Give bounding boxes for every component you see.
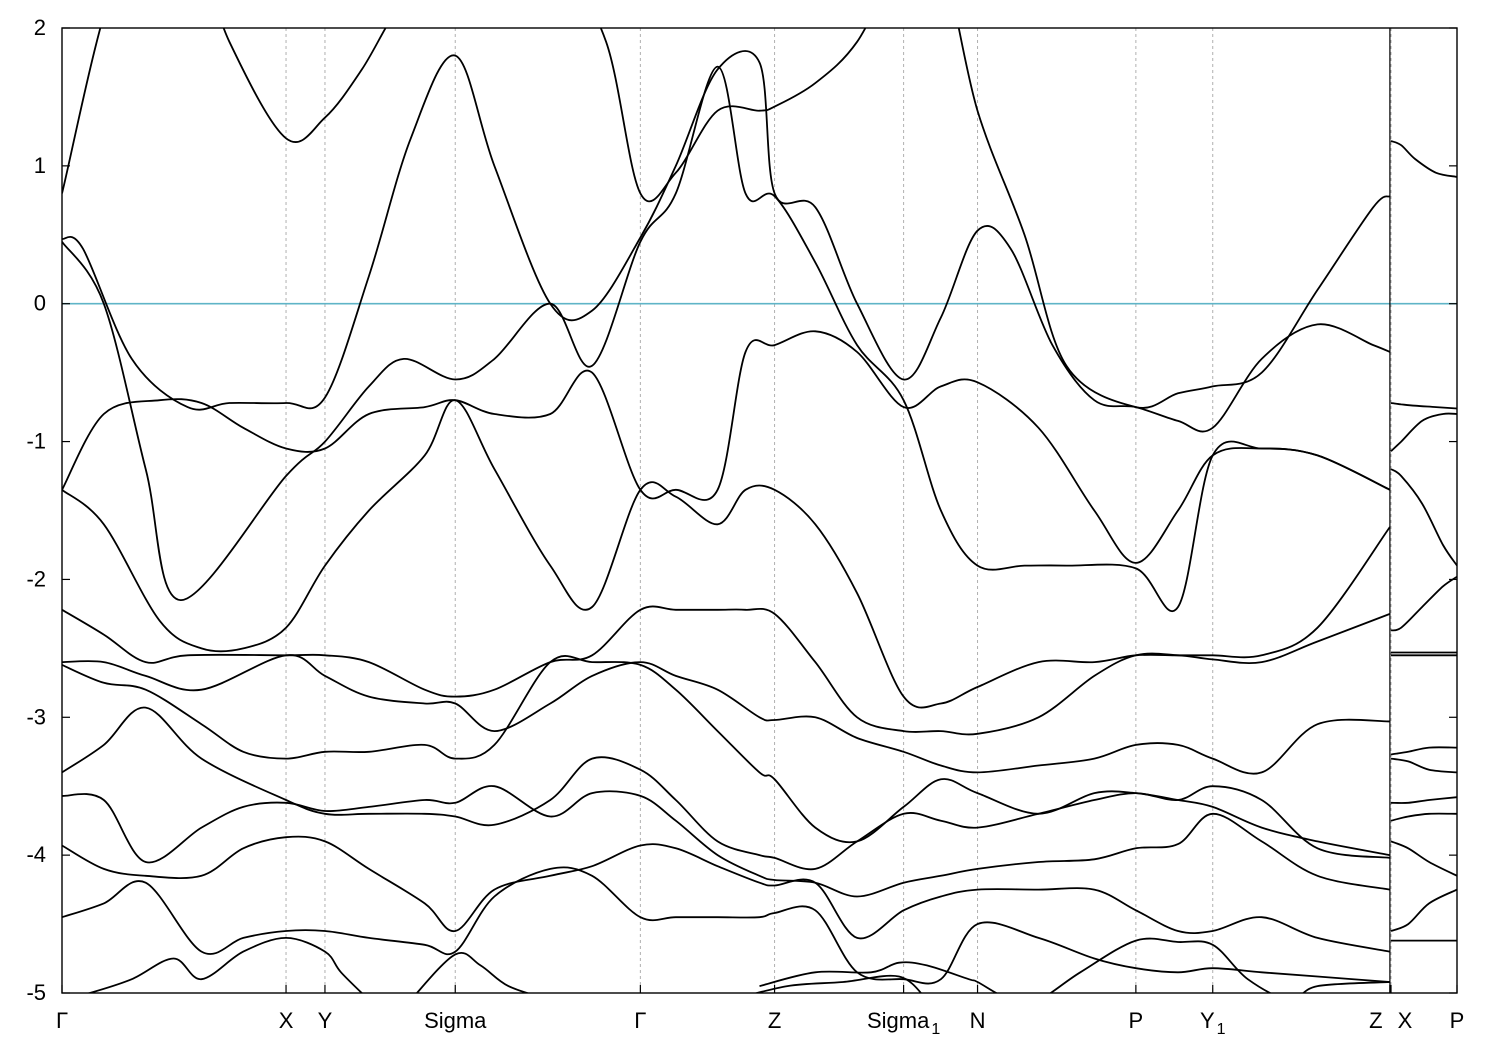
kpoint-label: X	[1398, 1008, 1413, 1033]
plot-frame	[61, 27, 1458, 994]
y-tick-label: 1	[34, 153, 46, 178]
band-line	[62, 654, 1390, 775]
band-line	[62, 65, 1391, 612]
band-line	[86, 937, 364, 993]
kpoint-label: P	[1129, 1008, 1144, 1033]
band-line	[753, 974, 923, 993]
x-axis-kpoints: Γ X Y Sigma Γ Z Sigma 1 N P Y 1 Z X P	[56, 985, 1464, 1038]
band-line	[1390, 746, 1457, 756]
kpoint-label: Z	[768, 1008, 781, 1033]
plot-border	[61, 27, 1458, 994]
band-line	[1390, 402, 1457, 410]
band-line	[1390, 468, 1457, 567]
band-line	[62, 866, 1390, 985]
y-tick-label: 2	[34, 15, 46, 40]
band-line	[1390, 840, 1457, 877]
y-tick-label: -4	[26, 842, 46, 867]
band-line	[62, 330, 1391, 564]
band-line	[1390, 575, 1457, 632]
band-line	[62, 605, 1391, 736]
kpoint-label: Γ	[56, 1008, 68, 1033]
kpoint-label: N	[970, 1008, 986, 1033]
band-line	[62, 50, 1391, 433]
y-tick-label: 0	[34, 291, 46, 316]
kpoint-label: P	[1450, 1008, 1465, 1033]
y-axis-ticks: 2 1 0 -1 -2 -3 -4 -5	[26, 15, 1457, 1005]
y-tick-label: -1	[26, 429, 46, 454]
band-line	[1390, 888, 1457, 932]
y-tick-label: -3	[26, 704, 46, 729]
band-line	[415, 952, 530, 993]
band-line	[62, 706, 1391, 871]
band-lines	[62, 28, 1457, 993]
band-line	[1390, 412, 1457, 452]
band-line	[759, 937, 1390, 993]
kpoint-label: Y	[318, 1008, 333, 1033]
kpoint-label: Sigma 1	[867, 1008, 940, 1038]
band-line	[1390, 757, 1457, 774]
kpoint-label: Z	[1369, 1008, 1382, 1033]
y-tick-label: -2	[26, 566, 46, 591]
band-line	[1390, 140, 1457, 178]
band-line	[1390, 812, 1457, 822]
band-line	[62, 28, 1391, 409]
y-tick-label: -5	[26, 980, 46, 1005]
kpoint-label: X	[279, 1008, 294, 1033]
kpoint-label: Γ	[634, 1008, 646, 1033]
band-line	[62, 785, 1391, 898]
kpoint-grid	[285, 28, 1392, 993]
band-line	[1390, 796, 1457, 804]
band-line	[62, 835, 1391, 953]
kpoint-label: Sigma	[424, 1008, 487, 1033]
